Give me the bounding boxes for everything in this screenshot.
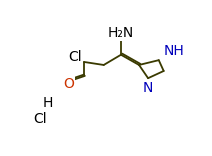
Text: N: N [143,81,153,95]
Text: Cl: Cl [68,50,82,63]
Text: H₂N: H₂N [108,26,134,39]
Text: O: O [63,77,74,91]
Text: Cl: Cl [34,112,47,126]
Text: H: H [43,96,53,110]
Text: NH: NH [164,44,184,58]
